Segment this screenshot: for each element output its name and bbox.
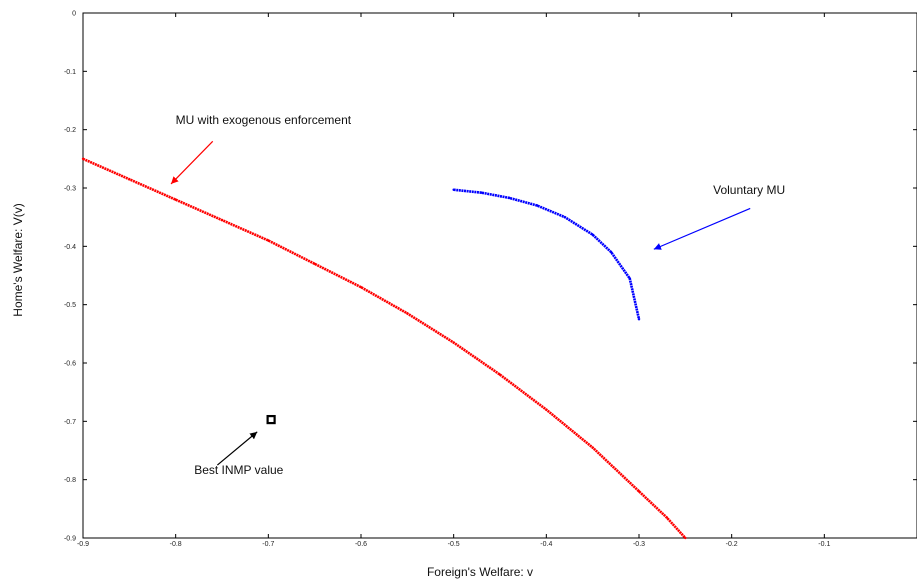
annotation-label-0: MU with exogenous enforcement (176, 113, 352, 127)
y-tick-label: 0 (72, 11, 76, 18)
data-point (452, 188, 455, 191)
annotation-arrow-2 (216, 431, 258, 466)
y-tick-label: -0.8 (64, 477, 76, 484)
y-tick-label: -0.2 (64, 127, 76, 134)
ticks: -0.9 -0.8 -0.7 -0.6 -0.5 -0.4 -0.3 -0.2 -0.1 0 -0.… (64, 11, 917, 548)
y-axis-title: Home's Welfare: V(v) (11, 203, 25, 316)
y-tick-label: -0.3 (64, 186, 76, 193)
x-tick-label: -0.7 (262, 541, 274, 548)
data-point (267, 239, 270, 242)
data-point (545, 408, 548, 411)
data-point (220, 218, 224, 222)
annotations: MU with exogenous enforcement Voluntary M… (176, 113, 785, 477)
annotation-arrow-0 (170, 140, 214, 185)
x-tick-label: -0.6 (355, 541, 367, 548)
data-point (452, 341, 455, 344)
x-tick-label: -0.8 (170, 541, 182, 548)
x-tick-label: -0.5 (448, 541, 460, 548)
data-point (508, 196, 511, 200)
data-point (81, 157, 85, 161)
x-tick-label: -0.4 (540, 541, 552, 548)
y-tick-label: -0.5 (64, 302, 76, 309)
annotation-label-2: Best INMP value (194, 463, 283, 477)
series-line-0 (82, 157, 687, 539)
data-point (480, 191, 483, 194)
y-tick-label: -0.4 (64, 244, 76, 251)
data-point (174, 198, 177, 201)
y-tick-label: -0.9 (64, 536, 76, 543)
y-tick-label: -0.7 (64, 419, 76, 426)
x-tick-label: -0.1 (818, 541, 830, 548)
data-point (637, 318, 641, 321)
annotation-arrow-1 (653, 207, 751, 250)
data-point (406, 312, 409, 315)
data-point (591, 233, 594, 236)
series-line-1 (453, 188, 641, 320)
data-point (313, 262, 316, 266)
x-tick-label: -0.9 (77, 541, 89, 548)
data-point (591, 446, 594, 449)
data-point (359, 285, 363, 289)
data-point (535, 204, 539, 207)
point-marker (266, 414, 276, 425)
annotation-label-1: Voluntary MU (713, 183, 785, 197)
annotation-arrows (170, 140, 751, 466)
x-tick-label: -0.2 (726, 541, 738, 548)
data-point (498, 373, 502, 376)
y-tick-label: -0.1 (64, 69, 76, 76)
data-point (665, 516, 668, 519)
x-axis-title: Foreign's Welfare: v (427, 565, 533, 579)
data-point (628, 277, 631, 280)
data-point (128, 178, 131, 181)
series-group (81, 157, 687, 540)
data-point (637, 490, 641, 493)
plot-frame (82, 12, 917, 539)
y-tick-label: -0.6 (64, 361, 76, 368)
x-tick-label: -0.3 (633, 541, 645, 548)
data-point (563, 215, 567, 219)
data-point (610, 250, 613, 254)
data-point (684, 536, 687, 540)
